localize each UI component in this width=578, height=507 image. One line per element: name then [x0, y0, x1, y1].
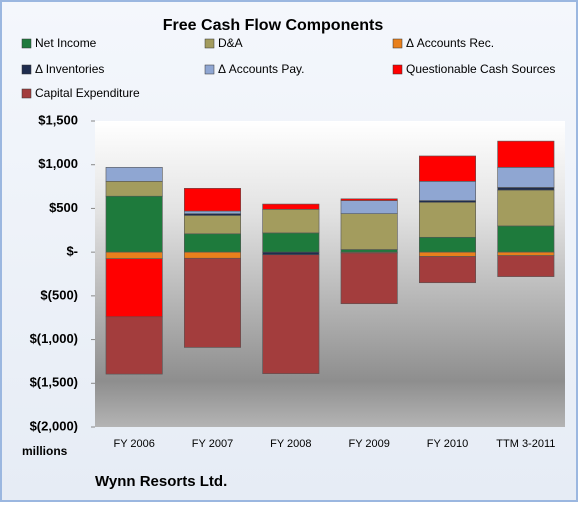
legend-marker — [21, 38, 32, 49]
bar-segment — [497, 225, 555, 253]
bar-segment — [497, 167, 555, 188]
legend-label: Questionable Cash Sources — [406, 62, 555, 76]
bar-segment — [340, 252, 398, 305]
y-tick-label: $500 — [49, 200, 78, 215]
bar-segment — [184, 215, 242, 235]
footer: Wynn Resorts Ltd. — [95, 473, 227, 490]
bar-segment — [105, 251, 163, 259]
legend-marker — [21, 64, 32, 75]
chart-title: Free Cash Flow Components — [163, 17, 384, 34]
x-tick-label: FY 2007 — [192, 438, 233, 450]
legend-marker — [392, 38, 403, 49]
bar-segment — [418, 256, 476, 284]
bar-segment — [418, 236, 476, 253]
bar-segment — [262, 232, 320, 253]
legend-label: Capital Expenditure — [35, 86, 140, 100]
legend-label: D&A — [218, 36, 243, 50]
legend-label: Δ Accounts Rec. — [406, 36, 494, 50]
bar-segment — [184, 257, 242, 348]
bar-segment — [497, 187, 555, 191]
bar-segment — [105, 195, 163, 253]
bar-segment — [184, 210, 242, 214]
legend-marker — [392, 64, 403, 75]
bar-segment — [418, 181, 476, 201]
bar-segment — [184, 233, 242, 253]
bar-segment — [340, 213, 398, 250]
legend-label: Δ Inventories — [35, 62, 104, 76]
x-tick-label: FY 2009 — [348, 438, 389, 450]
y-tick-label: $(500) — [40, 287, 78, 302]
bar-segment — [184, 188, 242, 212]
bar-segment — [497, 189, 555, 227]
x-tick-label: FY 2006 — [113, 438, 154, 450]
y-tick-label: $(2,000) — [30, 418, 78, 433]
y-tick-label: $(1,500) — [30, 375, 78, 390]
bar-segment — [105, 181, 163, 197]
legend-marker — [204, 64, 215, 75]
bar-segment — [418, 251, 476, 257]
y-tick-label: $1,000 — [38, 156, 78, 171]
y-axis-unit: millions — [22, 444, 68, 458]
bar-segment — [340, 198, 398, 201]
bar-segment — [497, 251, 555, 256]
bar-segment — [262, 203, 320, 210]
bar-segment — [105, 316, 163, 375]
bar-segment — [262, 209, 320, 234]
y-tick-label: $(1,000) — [30, 331, 78, 346]
legend-label: Δ Accounts Pay. — [218, 62, 305, 76]
bar-segment — [340, 249, 398, 253]
bar-segment — [497, 140, 555, 168]
legend-marker — [204, 38, 215, 49]
bar-segment — [105, 258, 163, 318]
bar-segment — [340, 200, 398, 214]
bar-segment — [262, 254, 320, 374]
y-tick-label: $1,500 — [38, 112, 78, 127]
bar-segment — [418, 155, 476, 182]
bar-segment — [262, 251, 320, 256]
bar-segment — [105, 167, 163, 182]
x-tick-label: FY 2010 — [427, 438, 468, 450]
plot-area — [95, 121, 565, 427]
legend-label: Net Income — [35, 36, 97, 50]
y-tick-label: $- — [66, 244, 78, 259]
x-tick-label: FY 2008 — [270, 438, 311, 450]
x-tick-label: TTM 3-2011 — [496, 438, 555, 450]
bar-segment — [497, 255, 555, 277]
bar-segment — [418, 202, 476, 238]
bar-segment — [184, 251, 242, 259]
legend-marker — [21, 88, 32, 99]
